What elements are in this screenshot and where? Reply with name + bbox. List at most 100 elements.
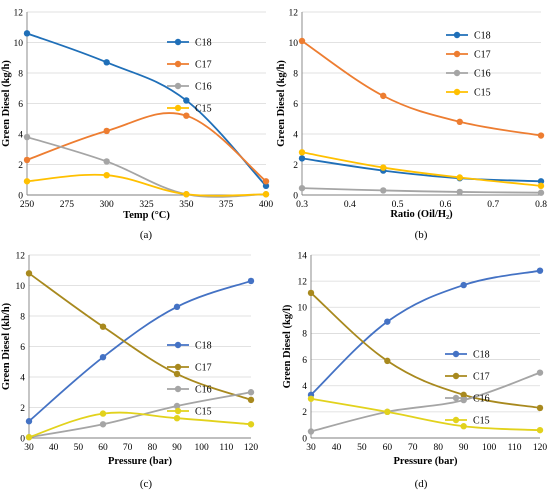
data-point-c18	[25, 418, 33, 425]
data-point-c15	[460, 423, 467, 430]
y-tick-label: 10	[16, 282, 26, 292]
x-tick-label: 70	[123, 443, 133, 453]
series-line-c18	[26, 32, 267, 187]
data-point-c17	[262, 178, 270, 185]
series-line-c15	[28, 411, 252, 439]
series-line-c18	[310, 269, 541, 396]
y-tick-label: 0	[20, 434, 25, 444]
x-tick-label: 0.7	[487, 200, 499, 210]
legend-entry-c18: C18	[195, 341, 212, 352]
data-point-c18	[23, 30, 31, 37]
legend-entry-c17: C17	[195, 363, 212, 374]
y-tick-label: 8	[20, 312, 25, 322]
x-tick-label: 0.3	[296, 200, 308, 210]
data-point-c15	[456, 174, 463, 181]
legend-swatch-marker	[452, 350, 460, 358]
chart-panel-1: 0 2 4 6 8 10 12 250 275 300 325 350 375 400 Temp (°C) G…	[1, 8, 273, 241]
legend-swatch-marker	[453, 31, 461, 39]
legend-swatch-marker	[453, 50, 461, 58]
y-tick-label: 4	[20, 373, 25, 383]
legend-swatch-marker	[174, 104, 182, 112]
legend-entry-c18: C18	[195, 38, 212, 49]
legend-swatch-marker	[174, 341, 182, 349]
x-axis-title: Ratio (Oil/H₂)	[390, 209, 453, 220]
x-tick-label: 30	[24, 443, 34, 453]
x-tick-label: 120	[244, 443, 259, 453]
x-tick-label: 0.8	[535, 200, 547, 210]
x-tick-label: 90	[459, 443, 469, 453]
legend-entry-c16: C16	[195, 385, 212, 396]
data-point-c16	[99, 421, 107, 428]
data-point-c17	[298, 37, 306, 45]
y-tick-label: 10	[289, 39, 299, 49]
series-line-c15	[310, 397, 541, 432]
data-point-c16	[307, 428, 315, 435]
x-tick-label: 375	[219, 200, 234, 210]
x-tick-label: 100	[195, 443, 210, 453]
data-point-c16	[23, 133, 31, 141]
data-point-c16	[173, 402, 181, 410]
x-tick-label: 0.5	[392, 200, 404, 210]
y-tick-label: 6	[302, 356, 307, 366]
y-axis-title: Green Diesel (kg/h)	[276, 60, 287, 147]
data-point-c18	[536, 267, 544, 274]
data-point-c15	[25, 434, 33, 441]
x-tick-label: 110	[508, 443, 522, 453]
series-line-c16	[310, 371, 541, 433]
x-tick-label: 300	[100, 200, 115, 210]
legend-swatch-marker	[452, 394, 460, 402]
panel-label: (b)	[415, 229, 428, 241]
data-point-c17	[247, 396, 255, 404]
x-tick-label: 80	[433, 443, 443, 453]
data-point-c15	[23, 178, 31, 185]
panel-label: (c)	[140, 478, 153, 490]
legend-swatch-marker	[174, 82, 182, 90]
data-point-c16	[247, 389, 255, 396]
data-point-c16	[380, 187, 387, 194]
data-point-c17	[460, 391, 467, 399]
legend-entry-c18: C18	[473, 350, 490, 361]
data-point-c17	[380, 92, 387, 100]
y-tick-label: 0	[302, 434, 307, 444]
y-tick-label: 4	[293, 130, 298, 140]
data-point-c15	[380, 164, 387, 171]
series-line-c16	[301, 187, 542, 194]
data-point-c18	[103, 59, 110, 66]
y-tick-label: 2	[293, 161, 298, 171]
y-tick-label: 12	[289, 8, 299, 18]
y-axis-title: Green Diesel (kg/h)	[1, 60, 12, 147]
legend-swatch-marker	[174, 363, 182, 371]
legend-swatch-marker	[453, 88, 461, 96]
x-tick-label: 275	[60, 200, 75, 210]
series-line-c16	[28, 391, 252, 439]
y-tick-label: 14	[298, 251, 308, 261]
series-line-c17	[301, 40, 542, 137]
data-point-c18	[183, 97, 190, 104]
x-tick-label: 250	[20, 200, 35, 210]
legend-entry-c15: C15	[195, 104, 212, 115]
data-point-c16	[537, 189, 545, 196]
legend-entry-c17: C17	[474, 50, 491, 61]
series-line-c18	[28, 280, 252, 422]
data-point-c16	[456, 188, 463, 196]
data-point-c18	[99, 353, 107, 361]
legend-entry-c16: C16	[474, 69, 491, 80]
y-tick-label: 8	[18, 69, 23, 79]
data-point-c17	[25, 270, 33, 277]
data-point-c17	[23, 156, 31, 164]
y-axis-title: Green Diesel (kh/h)	[1, 302, 12, 390]
x-tick-label: 0.4	[344, 200, 356, 210]
x-axis-title: Temp (°C)	[123, 210, 170, 221]
legend-swatch-marker	[174, 60, 182, 68]
legend-entry-c15: C15	[195, 407, 212, 418]
series-line-c17	[28, 272, 252, 401]
series-line-c15	[301, 151, 542, 187]
series-line-c17	[310, 292, 541, 409]
data-point-c17	[384, 357, 391, 365]
y-tick-label: 2	[18, 161, 23, 171]
data-point-c15	[103, 171, 110, 179]
data-point-c15	[262, 191, 270, 198]
x-tick-label: 350	[179, 200, 194, 210]
series-line-c16	[26, 136, 267, 198]
data-point-c15	[537, 182, 545, 190]
